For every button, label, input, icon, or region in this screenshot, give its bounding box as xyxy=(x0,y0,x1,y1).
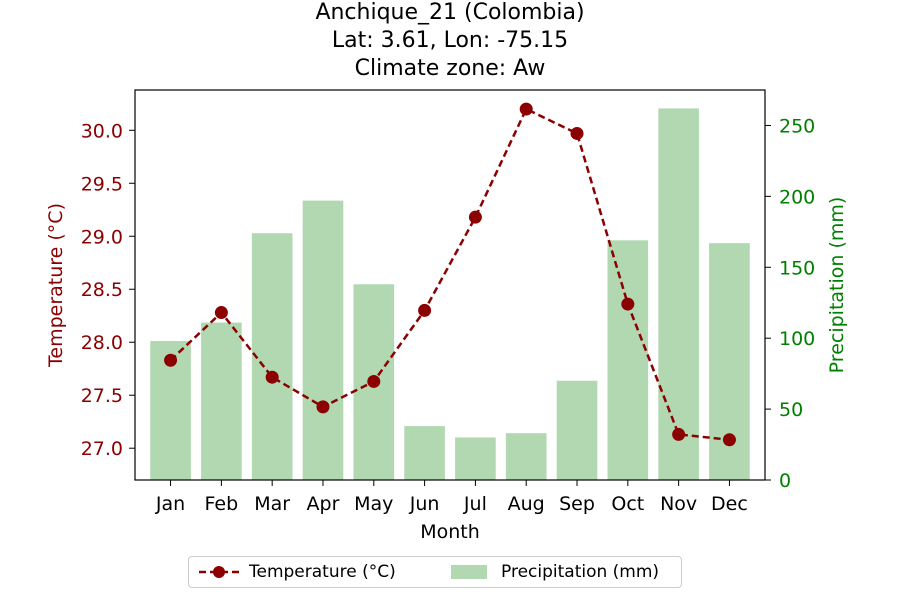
temperature-point-jan xyxy=(164,353,178,367)
chart-title-line-3: Climate zone: Aw xyxy=(354,56,546,81)
y-right-tick-label: 200 xyxy=(779,186,815,208)
plot-frame xyxy=(134,89,766,481)
x-tick-label-mar: Mar xyxy=(254,493,290,515)
x-tick-label-oct: Oct xyxy=(611,493,644,515)
y-right-tick-label: 0 xyxy=(779,470,791,492)
x-tick-label-apr: Apr xyxy=(307,493,340,515)
x-tick-label-may: May xyxy=(354,493,393,515)
y-axis-left-label: Temperature (°C) xyxy=(45,203,67,368)
legend-precipitation-label: Precipitation (mm) xyxy=(501,562,660,582)
precipitation-bar-mar xyxy=(251,233,293,480)
precipitation-bar-apr xyxy=(302,200,344,481)
y-right-tick-label: 100 xyxy=(779,328,815,350)
precipitation-bar-feb xyxy=(201,322,242,480)
x-tick-label-jan: Jan xyxy=(155,493,185,515)
chart-title-line-1: Anchique_21 (Colombia) xyxy=(315,0,585,25)
legend-item-temperature: Temperature (°C) xyxy=(197,557,396,587)
temperature-point-jun xyxy=(418,303,432,317)
x-axis-label: Month xyxy=(420,521,480,543)
temperature-series-line xyxy=(169,107,730,441)
x-tick-label-sep: Sep xyxy=(559,493,595,515)
y-right-tick-label: 150 xyxy=(779,257,815,279)
x-tick-label-feb: Feb xyxy=(205,493,239,515)
temperature-point-mar xyxy=(265,370,279,384)
temperature-point-nov xyxy=(672,427,686,441)
y-left-tick-label: 29.5 xyxy=(81,173,123,195)
temperature-point-oct xyxy=(621,297,635,311)
precipitation-bars xyxy=(150,108,750,481)
legend-temperature-label: Temperature (°C) xyxy=(249,562,396,582)
precipitation-bar-nov xyxy=(658,108,699,480)
y-left-tick-label: 30.0 xyxy=(81,120,123,142)
y-right-tick-label: 50 xyxy=(779,399,803,421)
temperature-point-jul xyxy=(468,210,482,224)
precipitation-bar-oct xyxy=(607,240,649,480)
precipitation-bar-sep xyxy=(556,380,598,480)
temperature-point-apr xyxy=(316,400,330,414)
y-right-tick-label: 250 xyxy=(779,115,815,137)
temperature-line xyxy=(164,102,736,447)
temperature-point-feb xyxy=(214,306,228,320)
y-left-tick-label: 27.0 xyxy=(81,438,123,460)
legend: Temperature (°C) Precipitation (mm) xyxy=(188,556,682,588)
legend-item-precipitation: Precipitation (mm) xyxy=(449,557,659,587)
legend-temperature-swatch xyxy=(199,566,239,578)
temperature-point-dec xyxy=(722,433,736,447)
x-tick-label-dec: Dec xyxy=(711,493,748,515)
x-tick-label-aug: Aug xyxy=(508,493,545,515)
chart-title-line-2: Lat: 3.61, Lon: -75.15 xyxy=(331,28,569,53)
y-left-tick-label: 27.5 xyxy=(81,385,123,407)
temperature-point-sep xyxy=(570,126,584,140)
y-left-tick-label: 28.0 xyxy=(81,332,123,354)
y-axis-right-label: Precipitation (mm) xyxy=(826,197,848,374)
x-tick-label-jul: Jul xyxy=(463,493,487,515)
precipitation-bar-jun xyxy=(404,426,445,480)
y-left-tick-label: 29.0 xyxy=(81,226,123,248)
legend-precipitation-swatch xyxy=(451,565,487,579)
y-left-tick-label: 28.5 xyxy=(81,279,123,301)
x-tick-label-jun: Jun xyxy=(409,493,440,515)
precipitation-bar-jul xyxy=(455,437,496,480)
x-tick-label-nov: Nov xyxy=(660,493,697,515)
axes: Jan Feb Mar Apr May Jun Jul Aug Sep Oct Nov Dec 27.0… xyxy=(81,89,815,515)
precipitation-bar-aug xyxy=(505,433,547,480)
temperature-point-may xyxy=(367,374,381,388)
temperature-point-aug xyxy=(519,102,533,116)
